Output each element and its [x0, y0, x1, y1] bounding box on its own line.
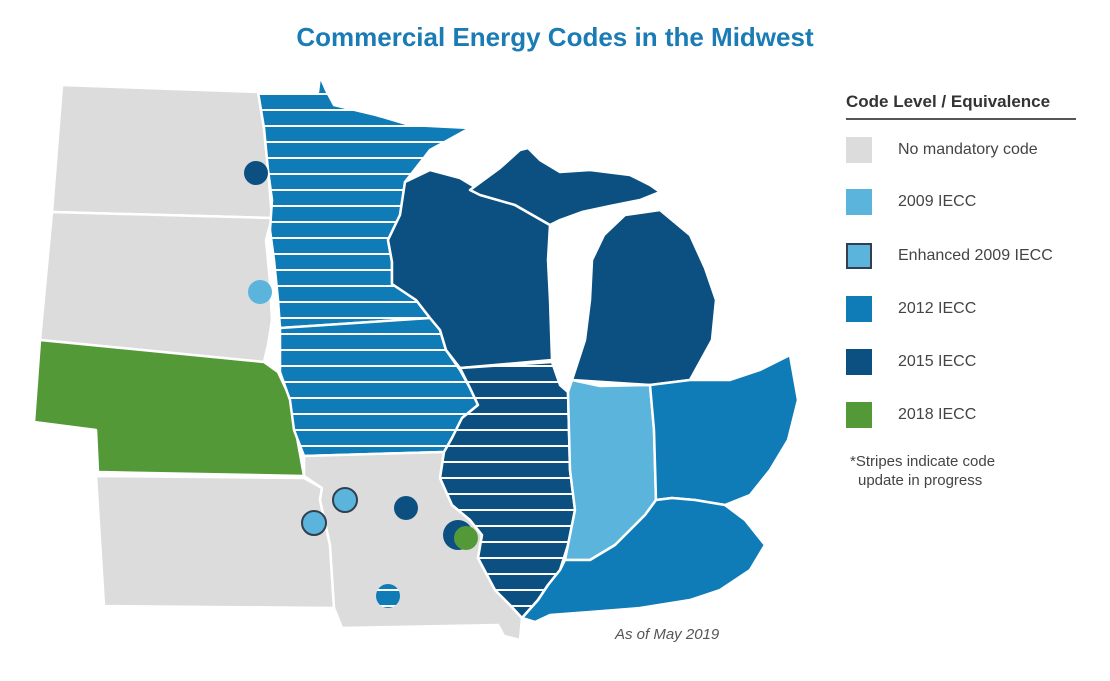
legend-label: 2009 IECC	[898, 193, 977, 210]
legend-item-enhanced-2009: Enhanced 2009 IECC	[846, 243, 1053, 269]
state-kentucky[interactable]	[520, 496, 767, 624]
city-marker-nd[interactable]	[244, 161, 268, 185]
state-nebraska[interactable]	[32, 338, 306, 478]
state-michigan-lower[interactable]	[570, 208, 718, 387]
legend-label: No mandatory code	[898, 141, 1038, 158]
as-of-date: As of May 2019	[615, 626, 720, 643]
legend-swatch	[846, 296, 872, 322]
legend-label: 2018 IECC	[898, 406, 977, 423]
city-markers	[244, 161, 478, 608]
note-line-2: update in progress	[858, 472, 983, 489]
state-south-dakota[interactable]	[38, 210, 274, 364]
legend-swatch	[846, 189, 872, 215]
state-michigan-upper[interactable]	[468, 146, 662, 227]
legend-swatch	[846, 349, 872, 375]
note-line-1: *Stripes indicate code	[850, 453, 996, 470]
city-marker-mo-kansas-city[interactable]	[332, 487, 358, 513]
legend-swatch	[846, 137, 872, 163]
city-marker-mo-st-louis[interactable]	[454, 526, 478, 550]
state-north-dakota[interactable]	[50, 83, 274, 220]
city-marker-sd[interactable]	[248, 280, 272, 304]
legend: Code Level / Equivalence No mandatory co…	[846, 92, 1086, 428]
city-marker-mo-springfield[interactable]	[376, 584, 400, 608]
legend-label: Enhanced 2009 IECC	[898, 247, 1053, 264]
legend-label: 2015 IECC	[898, 353, 977, 370]
legend-swatch	[846, 402, 872, 428]
legend-swatch	[846, 243, 872, 269]
legend-item-2012: 2012 IECC	[846, 296, 976, 322]
legend-label: 2012 IECC	[898, 300, 977, 317]
legend-title: Code Level / Equivalence	[846, 92, 1076, 120]
legend-item-no-code: No mandatory code	[846, 137, 1038, 163]
state-kansas[interactable]	[94, 474, 336, 610]
stripes-note: *Stripes indicate code update in progres…	[850, 452, 1080, 490]
legend-item-2018: 2018 IECC	[846, 402, 976, 428]
legend-item-2009: 2009 IECC	[846, 189, 976, 215]
legend-item-2015: 2015 IECC	[846, 349, 976, 375]
city-marker-ks[interactable]	[301, 510, 327, 536]
map-title: Commercial Energy Codes in the Midwest	[296, 22, 814, 52]
state-wisconsin[interactable]	[386, 168, 554, 370]
city-marker-mo-columbia[interactable]	[394, 496, 418, 520]
